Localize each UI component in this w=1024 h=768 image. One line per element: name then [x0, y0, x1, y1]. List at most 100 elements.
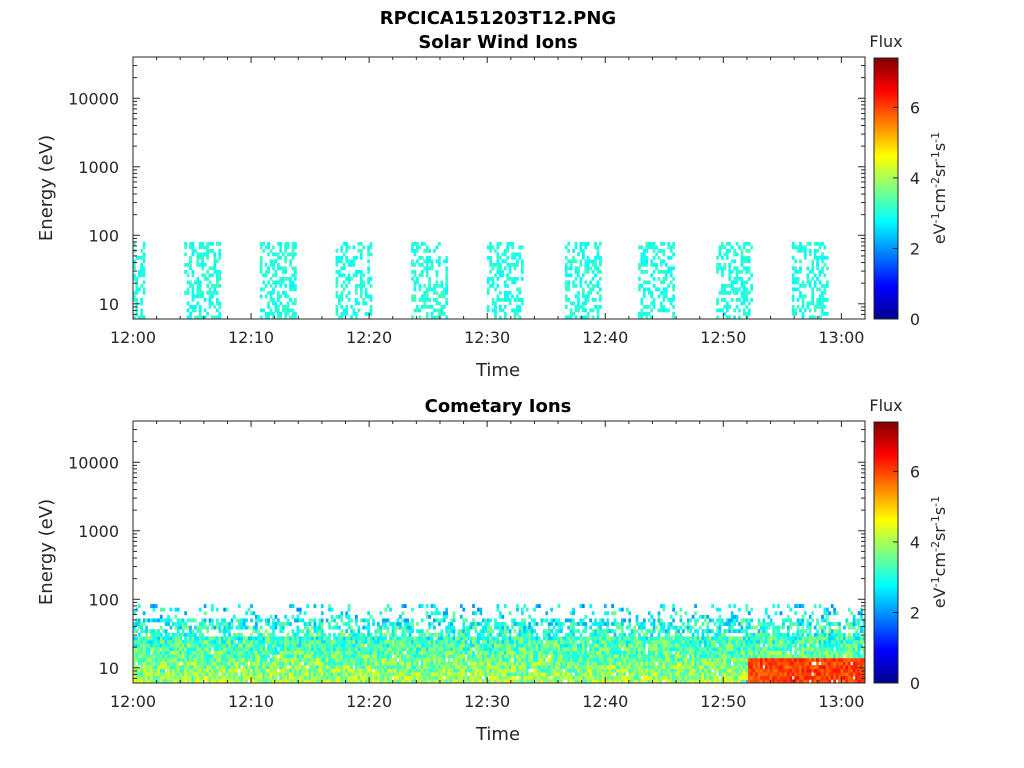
heatmap-cell: [184, 657, 187, 662]
heatmap-cell: [718, 252, 722, 257]
heatmap-cell: [564, 269, 568, 274]
heatmap-cell: [440, 636, 444, 641]
heatmap-cell: [164, 657, 168, 662]
heatmap-cell: [133, 657, 136, 662]
heatmap-cell: [650, 665, 654, 669]
heatmap-cell: [645, 304, 649, 309]
heatmap-cell: [491, 636, 495, 641]
heatmap-cell: [606, 661, 610, 666]
heatmap-cell: [323, 665, 327, 669]
heatmap-cell: [369, 241, 373, 246]
heatmap-cell: [245, 650, 248, 655]
heatmap-cell: [499, 266, 502, 271]
heatmap-cell: [425, 604, 429, 609]
heatmap-cell: [808, 315, 812, 319]
heatmap-cell: [457, 668, 461, 673]
heatmap-cell: [496, 269, 500, 274]
heatmap-cell: [423, 248, 427, 253]
heatmap-cell: [352, 647, 356, 652]
heatmap-cell: [367, 245, 370, 250]
heatmap-cell: [345, 245, 349, 250]
heatmap-cell: [403, 625, 407, 630]
heatmap-cell: [279, 643, 283, 648]
heatmap-cell: [642, 639, 646, 644]
heatmap-cell: [474, 654, 478, 659]
heatmap-cell: [406, 650, 410, 655]
heatmap-cell: [355, 618, 358, 623]
heatmap-cell: [281, 643, 285, 648]
heatmap-cell: [564, 297, 568, 302]
heatmap-cell: [367, 625, 370, 630]
heatmap-cell: [603, 629, 607, 634]
heatmap-cell: [242, 661, 246, 666]
heatmap-cell: [501, 639, 505, 644]
heatmap-cell: [447, 654, 451, 659]
heatmap-cell: [152, 665, 156, 669]
heatmap-cell: [462, 622, 466, 626]
heatmap-cell: [133, 611, 136, 616]
heatmap-cell: [367, 672, 370, 677]
heatmap-cell: [369, 672, 373, 677]
heatmap-cell: [208, 636, 212, 641]
heatmap-cell: [647, 654, 651, 659]
heatmap-cell: [557, 654, 561, 659]
heatmap-cell: [581, 675, 585, 680]
heatmap-cell: [147, 618, 151, 623]
heatmap-cell: [640, 639, 644, 644]
heatmap-cell: [623, 618, 627, 623]
heatmap-cell: [469, 625, 473, 630]
heatmap-cell: [269, 675, 273, 680]
heatmap-cell: [567, 266, 571, 271]
heatmap-cell: [608, 679, 612, 683]
heatmap-cell: [279, 661, 283, 666]
heatmap-cell: [411, 672, 414, 677]
heatmap-cell: [579, 245, 583, 250]
heatmap-cell: [435, 297, 439, 302]
heatmap-cell: [630, 672, 634, 677]
heatmap-cell: [591, 629, 595, 634]
heatmap-cell: [196, 679, 200, 683]
heatmap-cell: [508, 679, 512, 683]
heatmap-cell: [743, 245, 746, 250]
heatmap-cell: [235, 636, 239, 641]
heatmap-cell: [289, 650, 292, 655]
heatmap-cell: [728, 304, 732, 309]
heatmap-cell: [791, 297, 795, 302]
heatmap-cell: [508, 668, 512, 673]
heatmap-cell: [150, 618, 153, 623]
heatmap-cell: [384, 625, 388, 630]
heatmap-cell: [725, 255, 729, 260]
heatmap-cell: [594, 654, 597, 659]
heatmap-cell: [516, 607, 519, 612]
heatmap-cell: [445, 625, 449, 630]
heatmap-cell: [186, 308, 190, 313]
heatmap-cell: [420, 679, 424, 683]
heatmap-cell: [621, 665, 624, 669]
heatmap-cell: [215, 315, 219, 319]
heatmap-cell: [477, 636, 480, 641]
heatmap-cell: [494, 625, 497, 630]
heatmap-cell: [306, 639, 309, 644]
heatmap-cell: [347, 639, 351, 644]
heatmap-cell: [225, 665, 229, 669]
heatmap-cell: [650, 273, 654, 278]
heatmap-cell: [747, 290, 751, 295]
heatmap-cell: [342, 661, 346, 666]
heatmap-cell: [806, 273, 810, 278]
heatmap-cell: [284, 661, 288, 666]
heatmap-cell: [486, 290, 490, 295]
heatmap-cell: [516, 665, 519, 669]
heatmap-cell: [603, 636, 607, 641]
heatmap-cell: [518, 657, 522, 662]
heatmap-cell: [642, 679, 646, 683]
heatmap-cell: [223, 622, 227, 626]
heatmap-cell: [425, 262, 429, 267]
heatmap-cell: [189, 259, 192, 264]
heatmap-cell: [306, 622, 309, 626]
heatmap-cell: [647, 661, 651, 666]
heatmap-cell: [435, 672, 439, 677]
heatmap-cell: [430, 647, 434, 652]
heatmap-cell: [323, 672, 327, 677]
heatmap-cell: [479, 679, 483, 683]
heatmap-cell: [264, 636, 268, 641]
